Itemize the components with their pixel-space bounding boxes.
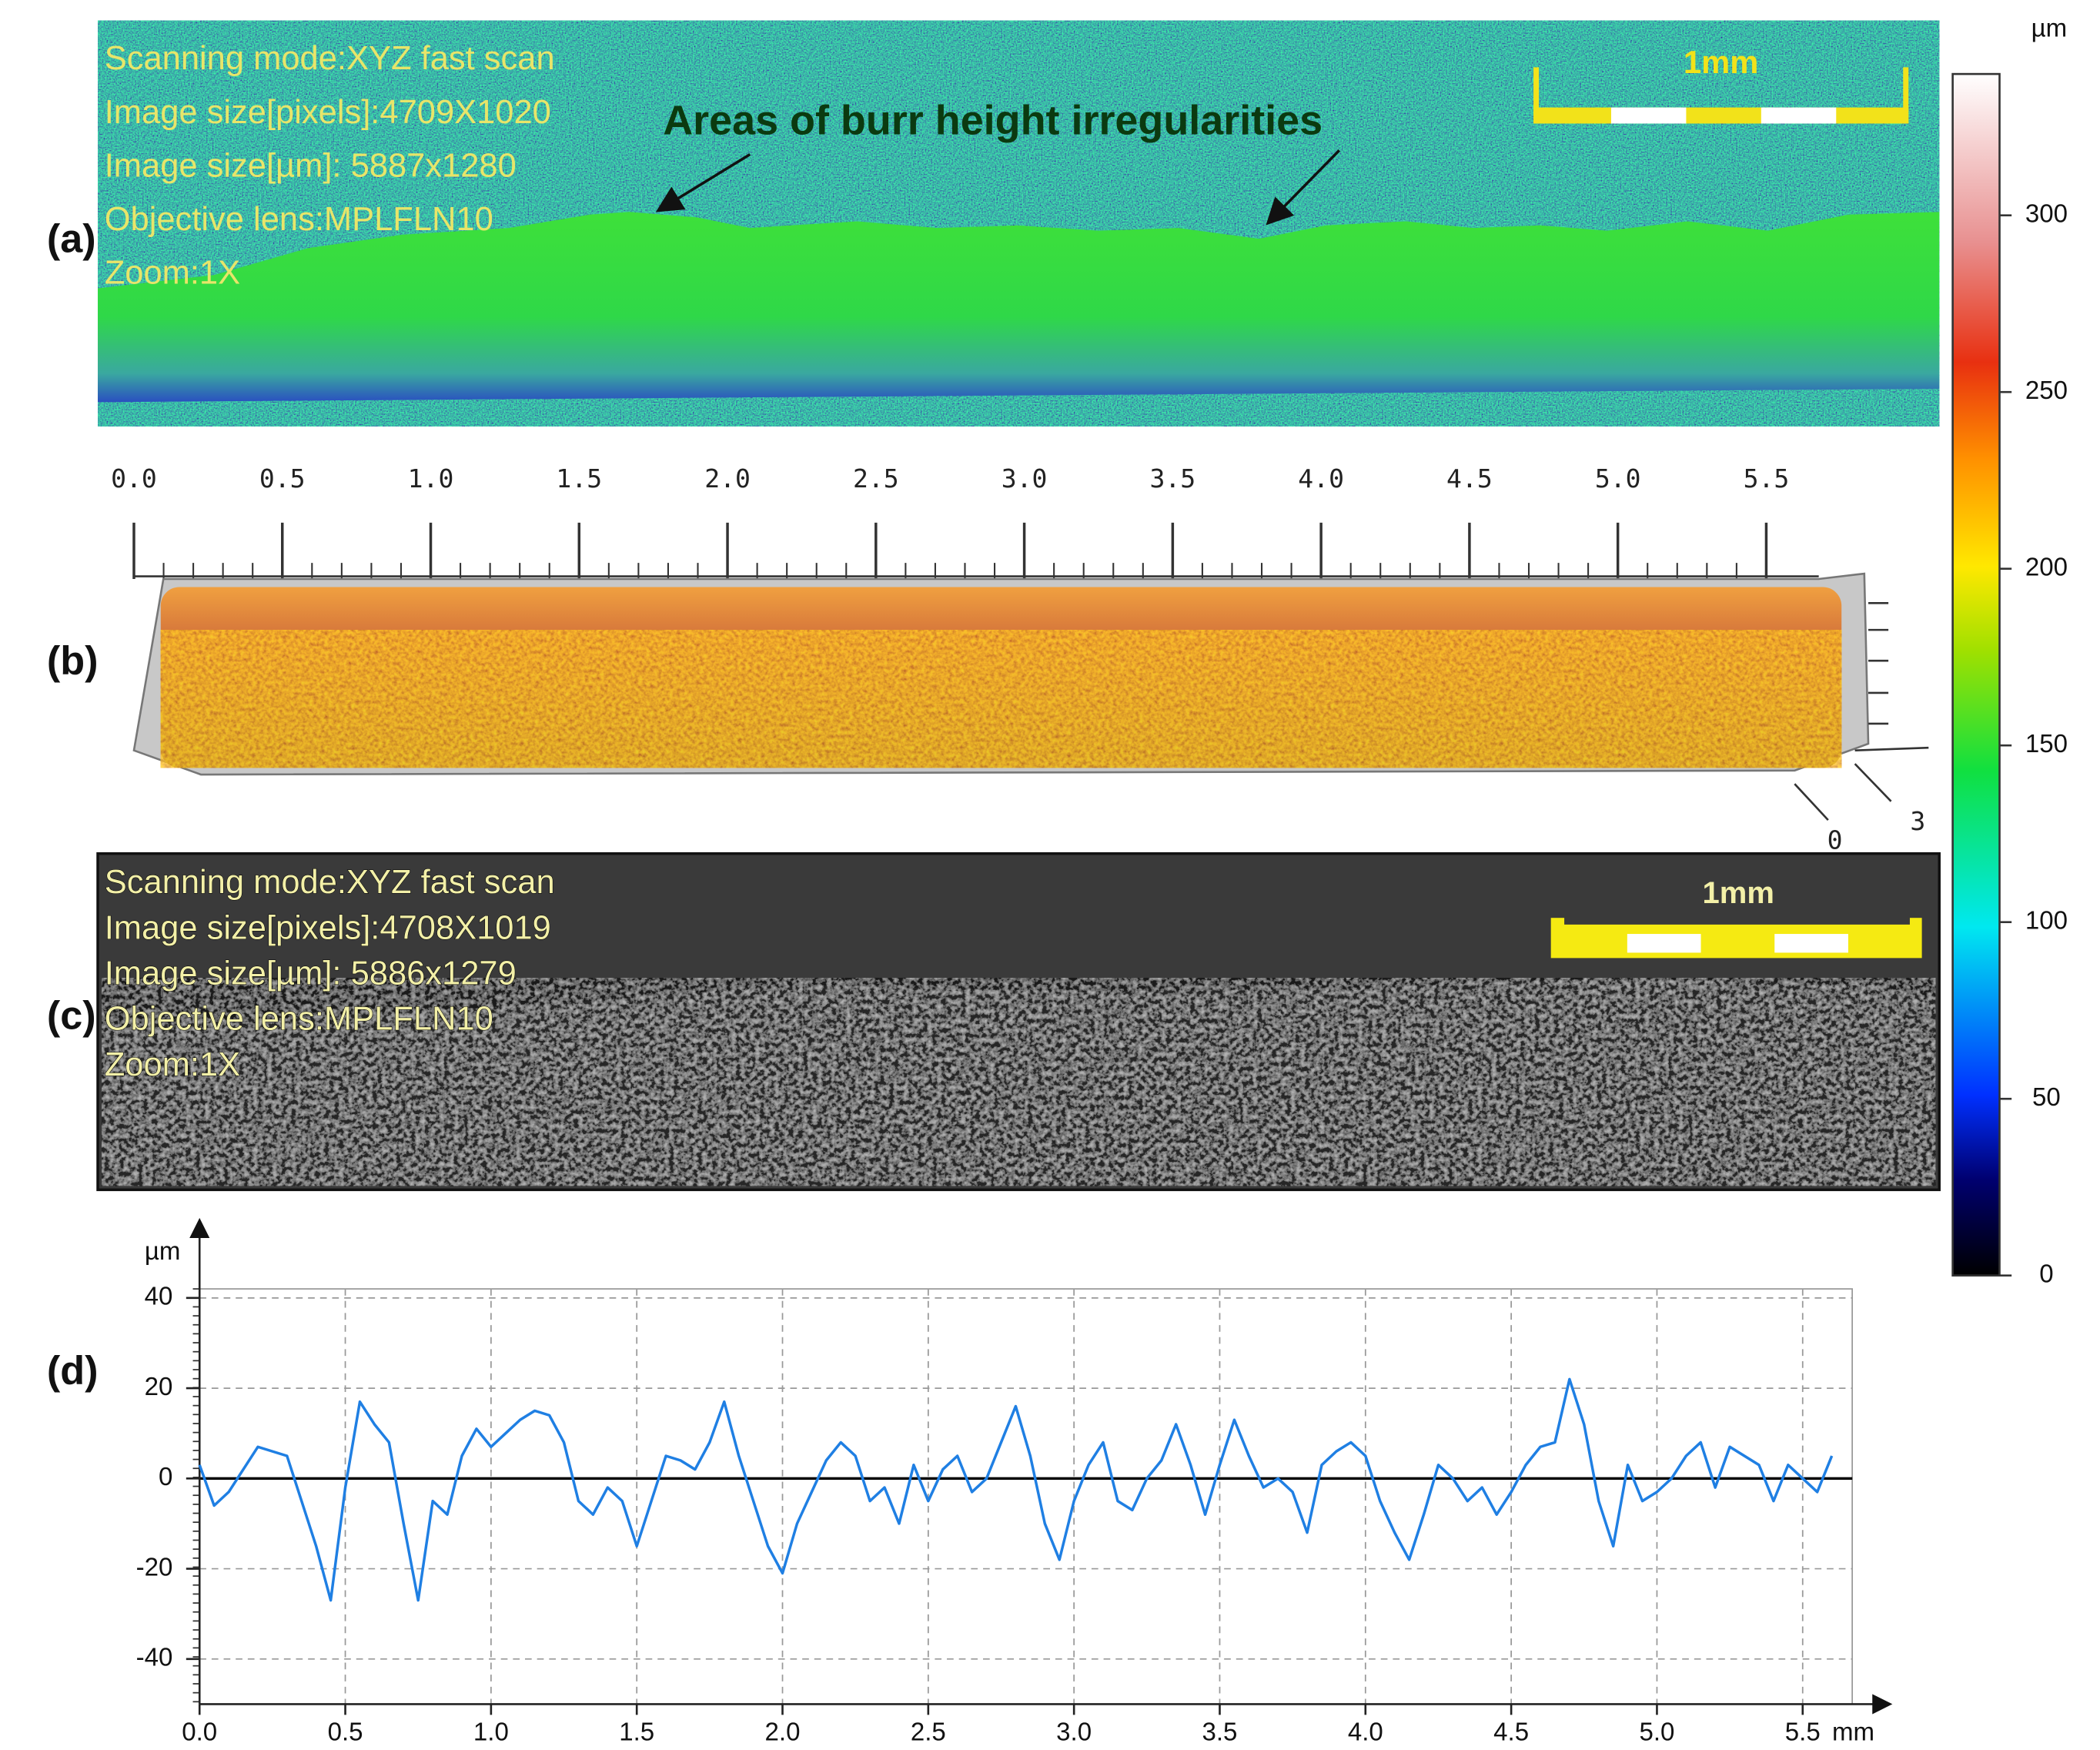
scale-bar-label: 1mm: [1684, 44, 1758, 80]
ruler: 0.0 0.5 1.0 1.5 2.0 2.5 3.0 3.5 4.0 4.5 5.0 5.5: [111, 463, 1819, 580]
info-line: Image size[pixels]:4708X1019: [105, 909, 551, 946]
x-tick-label: 5.0: [1639, 1718, 1674, 1746]
info-line: Objective lens:MPLFLN10: [105, 1001, 493, 1038]
ruler-tick-label: 3.5: [1150, 463, 1196, 494]
ruler-tick-label: 1.5: [556, 463, 602, 494]
x-tick-label: 3.5: [1202, 1718, 1238, 1746]
info-line: Image size[µm]: 5887x1280: [105, 147, 517, 184]
panel-label: (b): [47, 638, 99, 683]
colorbar-unit: µm: [2031, 14, 2068, 42]
info-line: Scanning mode:XYZ fast scan: [105, 864, 555, 901]
y-tick-label: 20: [145, 1373, 173, 1401]
ruler-tick-label: 2.0: [704, 463, 751, 494]
info-line: Image size[µm]: 5886x1279: [105, 955, 517, 992]
profile-line: [198, 1377, 1834, 1602]
info-line: Zoom:1X: [105, 255, 240, 292]
panel-label: (c): [47, 993, 96, 1038]
info-line: Scanning mode:XYZ fast scan: [105, 40, 555, 77]
ruler-tick-label: 4.0: [1298, 463, 1344, 494]
colorbar-tick-label: 50: [2032, 1083, 2061, 1112]
panel-c-info: Scanning mode:XYZ fast scan Image size[pi…: [104, 864, 555, 1084]
y-tick-label: -40: [136, 1644, 173, 1672]
y-tick-label: 40: [145, 1283, 173, 1311]
info-line: Zoom:1X: [105, 1046, 240, 1083]
colorbar: [1951, 72, 2001, 1277]
colorbar-tick-label: 300: [2025, 199, 2068, 228]
y-tick-label: 0: [159, 1463, 172, 1491]
x-tick-label: 4.0: [1348, 1718, 1383, 1746]
scale-bar: [1533, 67, 1909, 124]
annotation: Areas of burr height irregularities: [663, 98, 1323, 144]
panel-a-info: Scanning mode:XYZ fast scan Image size[pi…: [105, 40, 555, 291]
ruler-tick-label: 5.5: [1744, 463, 1790, 494]
x-tick-label: 0.5: [328, 1718, 363, 1746]
scale-bar-label: 1mm: [1703, 876, 1774, 910]
profile-chart: -40 -20 0 20 40 0.0 0.5 1.0 1.5 2.0 2.5 3.0 3.5 4.0 4.…: [136, 1217, 1893, 1746]
x-tick-label: 4.5: [1493, 1718, 1529, 1746]
surface-texture: [160, 630, 1842, 768]
ruler-tick-label: 5.0: [1595, 463, 1641, 494]
colorbar-tick-label: 150: [2025, 730, 2068, 758]
ruler-tick-label: 2.5: [853, 463, 899, 494]
annotation-arrow: [655, 153, 751, 212]
y-axis-label: µm: [145, 1237, 181, 1266]
annotation-arrow: [1266, 149, 1341, 226]
x-tick-label: 2.5: [911, 1718, 946, 1746]
ruler-tick-label: 0.5: [259, 463, 306, 494]
burr-texture: [102, 978, 1936, 1186]
panel-label: (a): [47, 216, 96, 261]
x-tick-label: 2.0: [765, 1718, 801, 1746]
x-tick-label: 5.5: [1785, 1718, 1821, 1746]
info-line: Objective lens:MPLFLN10: [105, 201, 493, 238]
plot-area: [199, 1288, 1854, 1705]
ruler-tick-label: 1.0: [408, 463, 454, 494]
y-tick-label: -20: [136, 1553, 173, 1581]
colorbar-tick-label: 250: [2025, 376, 2068, 405]
colorbar-tick-label: 0: [2039, 1260, 2053, 1288]
colorbar-tick-label: 200: [2025, 553, 2068, 581]
side-ticks: [1794, 602, 1929, 821]
scale-bar: [1550, 913, 1922, 959]
x-tick-label: 0.0: [182, 1718, 217, 1746]
info-line: Image size[pixels]:4709X1020: [105, 94, 551, 131]
ruler-tick-label: 4.5: [1446, 463, 1493, 494]
corner-label: 0: [1827, 825, 1843, 855]
colorbar-tick-label: 100: [2025, 906, 2068, 935]
panel-label: (d): [47, 1348, 99, 1393]
burr-height-map: [98, 212, 1940, 403]
ruler-tick-label: 3.0: [1002, 463, 1048, 494]
x-axis-unit: mm: [1832, 1718, 1874, 1746]
x-tick-label: 1.0: [473, 1718, 509, 1746]
corner-label: 3: [1910, 806, 1925, 836]
x-tick-label: 3.0: [1056, 1718, 1092, 1746]
colorbar-ticks: 0 50 100 150 200 250 300: [1999, 199, 2068, 1288]
ruler-tick-label: 0.0: [111, 463, 157, 494]
x-tick-label: 1.5: [619, 1718, 654, 1746]
